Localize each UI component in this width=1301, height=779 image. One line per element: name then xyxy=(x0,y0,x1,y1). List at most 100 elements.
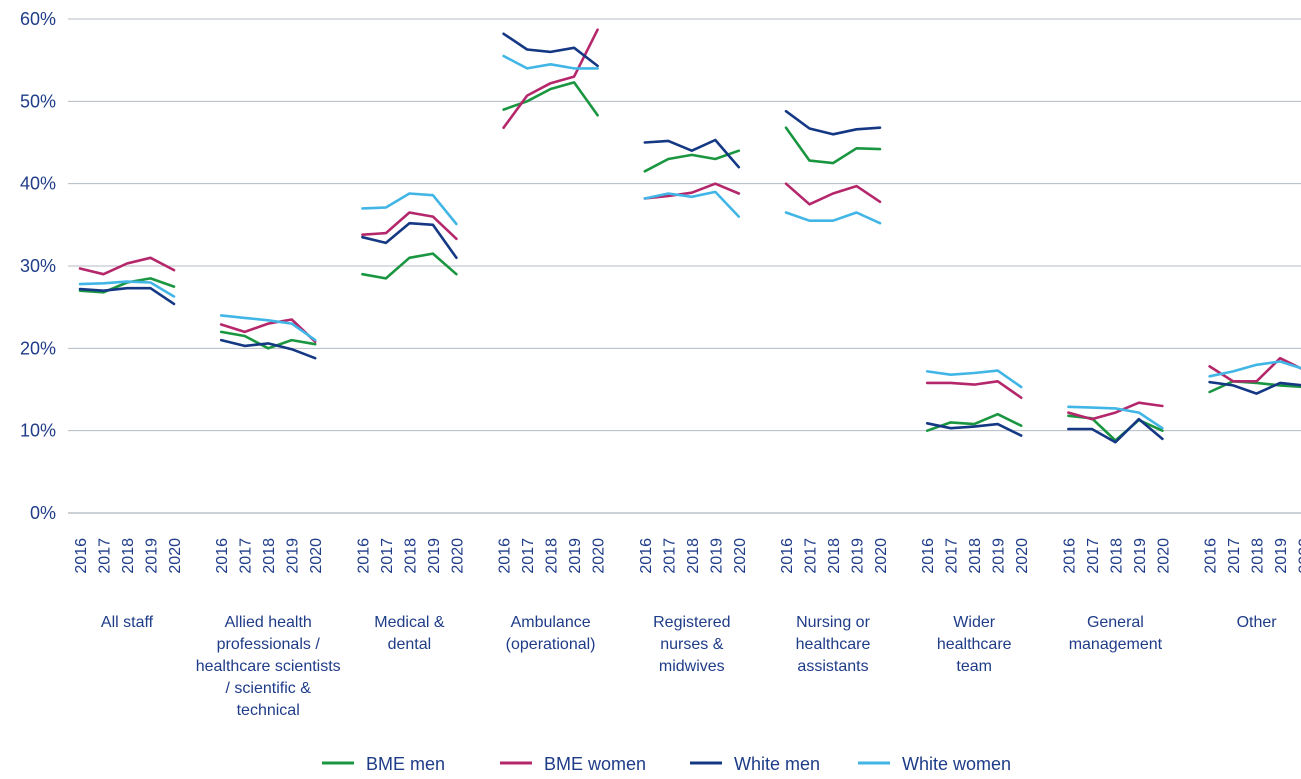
x-tick-year: 2018 xyxy=(826,538,843,574)
y-tick-label: 60% xyxy=(20,9,56,29)
series-line-bme-women xyxy=(219,318,317,344)
y-tick-label: 10% xyxy=(20,421,56,441)
series-line-white-men xyxy=(361,221,458,260)
category-group-label: Nursing or healthcare assistants xyxy=(796,614,871,675)
x-tick-year: 2017 xyxy=(520,538,537,574)
gridlines xyxy=(68,18,1301,514)
x-tick-year: 2020 xyxy=(1297,538,1301,574)
y-tick-label: 50% xyxy=(20,91,56,111)
y-tick-label: 30% xyxy=(20,256,56,276)
series-line-white-men xyxy=(502,32,599,68)
x-tick-year: 2017 xyxy=(803,538,820,574)
series-line-bme-men xyxy=(784,126,882,165)
series-line-white-women xyxy=(361,192,458,226)
x-tick-year: 2016 xyxy=(73,538,90,574)
x-tick-year: 2019 xyxy=(285,538,302,574)
x-tick-year: 2017 xyxy=(1085,538,1102,574)
x-tick-year: 2019 xyxy=(991,538,1008,574)
category-group-labels: All staff Allied health professionals / hea… xyxy=(101,614,1277,719)
x-tick-year: 2018 xyxy=(402,538,419,574)
x-tick-year: 2019 xyxy=(850,538,867,574)
x-tick-year: 2016 xyxy=(638,538,655,574)
category-group-label: All staff xyxy=(101,614,154,631)
legend: BME men BME women White men White women xyxy=(322,754,1011,774)
x-tick-year: 2018 xyxy=(261,538,278,574)
series-line-white-women xyxy=(784,211,882,225)
x-tick-year: 2019 xyxy=(426,538,443,574)
series-line-white-women xyxy=(502,54,599,70)
x-tick-year: 2017 xyxy=(944,538,961,574)
series-line-white-men xyxy=(925,421,1023,437)
y-axis-ticks: 0% 10% 20% 30% 40% 50% 60% xyxy=(20,9,56,523)
series-line-bme-women xyxy=(502,28,599,129)
x-tick-year: 2016 xyxy=(779,538,796,574)
x-tick-year: 2019 xyxy=(708,538,725,574)
x-tick-year: 2019 xyxy=(144,538,161,574)
series-lines xyxy=(78,28,1301,444)
legend-label: White men xyxy=(734,754,820,774)
series-line-bme-women xyxy=(784,182,882,206)
x-tick-year: 2020 xyxy=(873,538,890,574)
category-group-label: Medical & dental xyxy=(374,614,445,653)
x-tick-year: 2017 xyxy=(97,538,114,574)
x-tick-year: 2019 xyxy=(1273,538,1290,574)
legend-label: BME men xyxy=(366,754,445,774)
series-line-white-women xyxy=(219,314,317,342)
series-line-white-men xyxy=(1208,380,1301,395)
x-tick-year: 2016 xyxy=(497,538,514,574)
legend-label: BME women xyxy=(544,754,646,774)
series-line-white-women xyxy=(78,280,176,298)
x-tick-year: 2018 xyxy=(685,538,702,574)
series-line-white-men xyxy=(784,109,882,136)
y-tick-label: 40% xyxy=(20,174,56,194)
category-group-label: Other xyxy=(1237,614,1278,631)
series-line-bme-women xyxy=(78,256,176,276)
x-tick-year: 2017 xyxy=(238,538,255,574)
category-group-label: Ambulance (operational) xyxy=(506,614,596,653)
series-line-bme-men xyxy=(361,252,458,280)
series-line-bme-women xyxy=(925,379,1023,400)
x-tick-year: 2020 xyxy=(167,538,184,574)
x-tick-year: 2020 xyxy=(1014,538,1031,574)
x-tick-year: 2020 xyxy=(449,538,466,574)
x-tick-year: 2019 xyxy=(567,538,584,574)
series-line-bme-men xyxy=(502,81,599,117)
x-tick-year: 2020 xyxy=(1155,538,1172,574)
y-tick-label: 20% xyxy=(20,338,56,358)
x-tick-year: 2016 xyxy=(1061,538,1078,574)
legend-label: White women xyxy=(902,754,1011,774)
series-line-white-men xyxy=(78,286,176,306)
series-line-white-women xyxy=(1208,360,1301,378)
x-tick-year: 2020 xyxy=(591,538,608,574)
x-tick-year: 2018 xyxy=(544,538,561,574)
x-tick-year: 2016 xyxy=(1203,538,1220,574)
x-tick-year: 2016 xyxy=(920,538,937,574)
x-tick-year: 2018 xyxy=(120,538,137,574)
x-tick-year: 2020 xyxy=(732,538,749,574)
series-line-bme-women xyxy=(643,182,741,200)
series-line-bme-women xyxy=(361,211,458,241)
category-group-label: Allied health professionals / healthcare s… xyxy=(196,614,341,719)
x-axis-year-ticks: 2016 2017 2018 2019 2020 2016 2017 2018 2019 2020… xyxy=(73,538,1301,574)
series-line-bme-women xyxy=(1067,401,1164,421)
series-line-white-women xyxy=(925,369,1023,389)
x-tick-year: 2018 xyxy=(1250,538,1267,574)
x-tick-year: 2017 xyxy=(1226,538,1243,574)
x-tick-year: 2016 xyxy=(214,538,231,574)
y-tick-label: 0% xyxy=(30,503,56,523)
category-group-label: Registered nurses & midwives xyxy=(653,614,730,675)
series-line-white-men xyxy=(1067,417,1164,444)
series-line-bme-men xyxy=(643,149,741,173)
x-tick-year: 2018 xyxy=(1108,538,1125,574)
category-group-label: Wider healthcare team xyxy=(937,614,1012,675)
series-line-white-women xyxy=(1067,405,1164,430)
category-group-label: General management xyxy=(1069,614,1163,653)
series-line-white-men xyxy=(219,338,317,360)
series-line-white-men xyxy=(643,138,741,169)
x-tick-year: 2016 xyxy=(355,538,372,574)
x-tick-year: 2017 xyxy=(661,538,678,574)
x-tick-year: 2017 xyxy=(379,538,396,574)
x-tick-year: 2019 xyxy=(1132,538,1149,574)
